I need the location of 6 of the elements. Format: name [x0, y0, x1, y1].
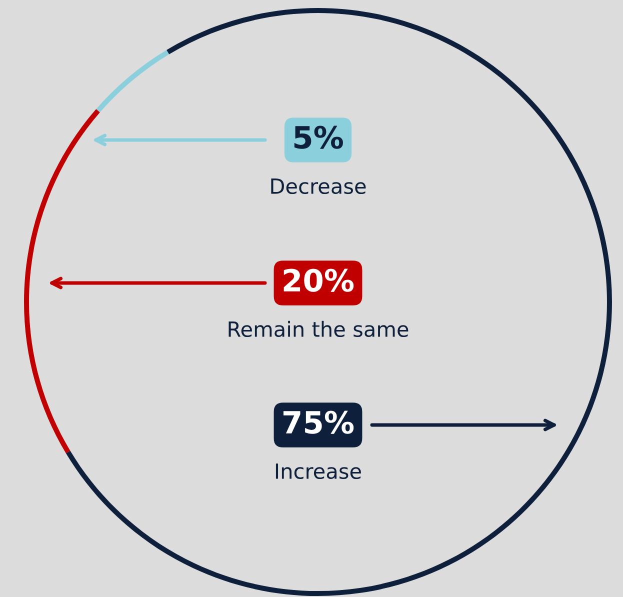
data-label: 20% [284, 268, 354, 292]
legend-label: Remain the same [228, 320, 408, 338]
legend-label: Increase [276, 464, 361, 480]
data-label: 5% [294, 126, 343, 149]
legend-label: Decrease [271, 178, 366, 194]
data-label: 75% [283, 410, 354, 434]
